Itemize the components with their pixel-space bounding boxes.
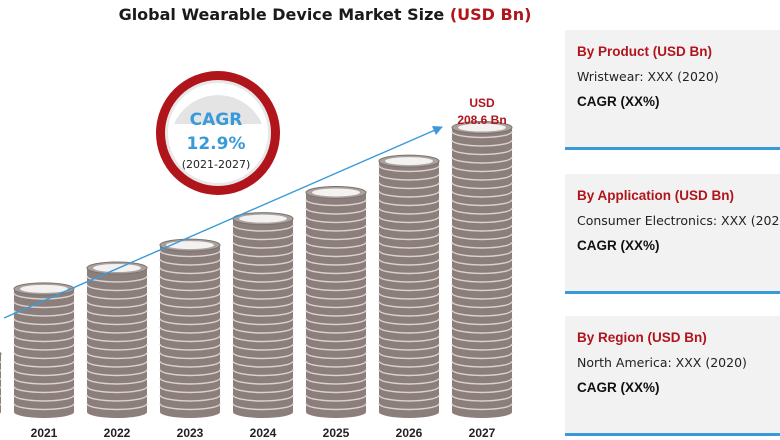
panel-by-product: By Product (USD Bn) Wristwear: XXX (2020… (565, 30, 780, 150)
chart-title: Global Wearable Device Market Size (USD … (0, 5, 650, 24)
end-value-unit: USD (469, 96, 495, 110)
cagr-value: 12.9% (187, 134, 246, 154)
year-label-2025: 2025 (323, 426, 350, 440)
cagr-label: CAGR (190, 110, 243, 130)
year-label-2021: 2021 (31, 426, 58, 440)
cagr-badge: CAGR 12.9% (2021-2027) (156, 71, 280, 195)
year-label-2024: 2024 (250, 426, 277, 440)
bar-2024 (232, 212, 294, 418)
bar-chart: 2021 2022 2023 2024 2025 2026 2027 CAGR 12.9% … (0, 71, 513, 440)
end-value: 208.6 Bn (457, 113, 506, 127)
panel-divider (565, 291, 780, 294)
trend-arrow (3, 126, 443, 319)
chart-title-unit: (USD Bn) (449, 5, 532, 24)
panel-divider (565, 147, 780, 150)
year-label-2026: 2026 (396, 426, 423, 440)
year-label-2027: 2027 (469, 426, 496, 440)
bar-partial (0, 351, 2, 414)
panel-title: By Product (USD Bn) (577, 44, 712, 59)
bar-2026 (378, 154, 440, 418)
panel-detail: Wristwear: XXX (2020) (577, 69, 719, 84)
panel-divider (565, 433, 780, 436)
panel-title: By Region (USD Bn) (577, 330, 707, 345)
year-label-2023: 2023 (177, 426, 204, 440)
cagr-period: (2021-2027) (182, 158, 251, 171)
bars-layer (0, 121, 513, 418)
year-labels: 2021 2022 2023 2024 2025 2026 2027 (31, 426, 496, 440)
panel-cagr: CAGR (XX%) (577, 94, 660, 109)
bar-2021 (13, 282, 75, 418)
bar-2027 (451, 121, 513, 418)
panel-cagr: CAGR (XX%) (577, 380, 660, 395)
panel-cagr: CAGR (XX%) (577, 238, 660, 253)
bar-2025 (305, 185, 367, 418)
panel-detail: North America: XXX (2020) (577, 355, 747, 370)
panel-title: By Application (USD Bn) (577, 188, 734, 203)
year-label-2022: 2022 (104, 426, 131, 440)
bar-2023 (159, 238, 221, 418)
panel-by-application: By Application (USD Bn) Consumer Electro… (565, 174, 780, 294)
chart-title-text: Global Wearable Device Market Size (118, 5, 445, 24)
bar-2022 (86, 261, 148, 418)
panel-detail: Consumer Electronics: XXX (2020) (577, 213, 780, 228)
panel-by-region: By Region (USD Bn) North America: XXX (2… (565, 316, 780, 436)
